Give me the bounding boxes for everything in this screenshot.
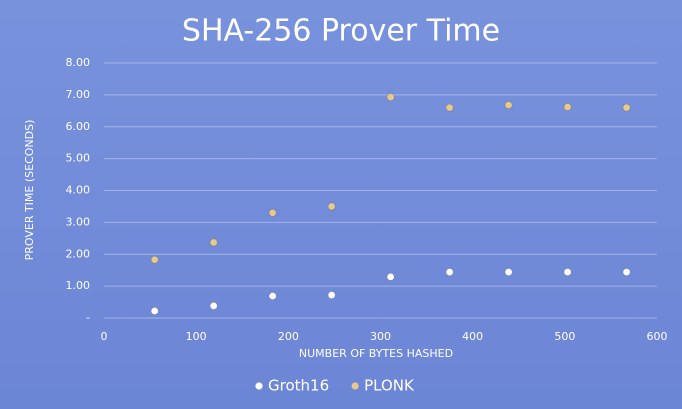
point [622, 268, 631, 276]
point [327, 291, 336, 299]
point [150, 255, 159, 264]
x-tick-label: 600 [647, 330, 668, 343]
point [563, 268, 572, 276]
point [150, 307, 159, 315]
x-tick-label: 200 [278, 330, 299, 343]
point [209, 301, 218, 310]
y-axis-title: PROVER TIME (SECONDS) [23, 120, 36, 261]
y-tick-label: 5.00 [66, 152, 91, 165]
y-tick-label: 1.00 [66, 279, 91, 292]
point [445, 103, 454, 112]
point [268, 292, 277, 300]
point [504, 268, 513, 276]
x-tick-label: 0 [101, 330, 108, 343]
x-tick-label: 400 [462, 330, 483, 343]
legend-label: PLONK [364, 377, 415, 395]
x-tick-label: 500 [554, 330, 575, 343]
y-tick-label: 3.00 [66, 215, 91, 228]
point [268, 208, 277, 217]
chart-title: SHA-256 Prover Time [182, 14, 500, 49]
point [209, 238, 218, 247]
point [622, 103, 631, 112]
y-tick-label: 7.00 [66, 88, 91, 101]
y-tick-label: 4.00 [66, 184, 91, 197]
y-tick-label: 6.00 [66, 120, 91, 133]
point [386, 272, 395, 281]
x-tick-label: 100 [186, 330, 207, 343]
y-tick-label: 8.00 [66, 56, 91, 69]
y-tick-label: 2.00 [66, 247, 91, 260]
point [445, 268, 454, 276]
legend-marker [255, 382, 263, 390]
legend-label: Groth16 [268, 377, 329, 395]
x-tick-label: 300 [370, 330, 391, 343]
point [327, 202, 336, 211]
point [386, 93, 395, 102]
point [563, 103, 572, 111]
point [504, 101, 513, 109]
legend-marker [351, 382, 359, 390]
y-tick-label: - [86, 311, 90, 324]
x-axis-title: NUMBER OF BYTES HASHED [299, 347, 453, 360]
